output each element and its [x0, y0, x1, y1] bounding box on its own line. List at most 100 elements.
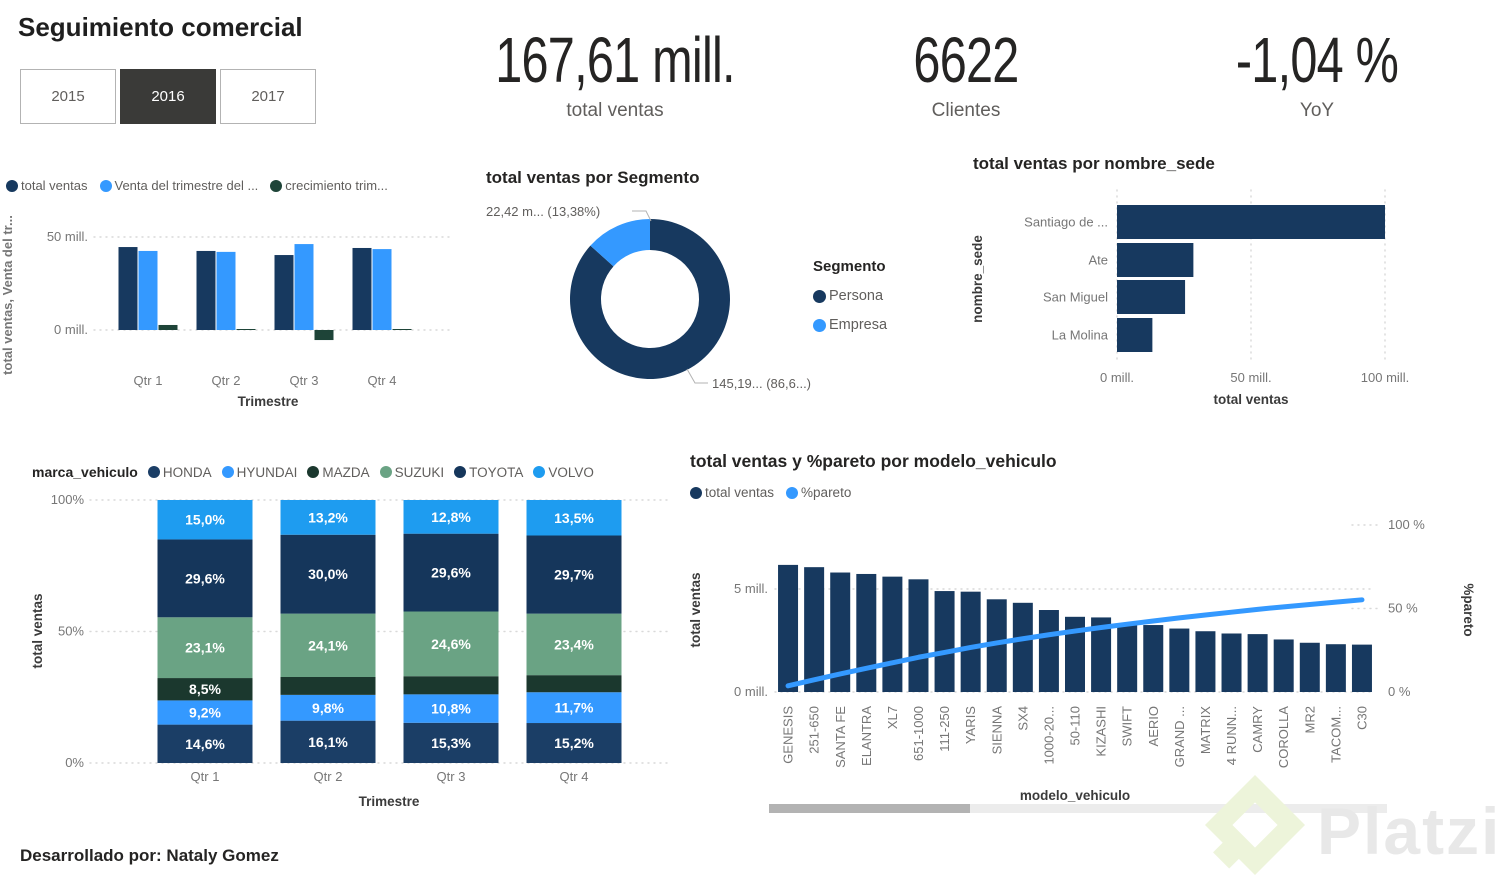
stack-qtr3-volvo[interactable] — [403, 500, 499, 534]
kpi-total-ventas-label: total ventas — [566, 100, 664, 121]
stack-qtr3-mazda[interactable] — [403, 676, 499, 695]
bar-la-molina[interactable] — [1117, 318, 1153, 352]
pareto-line[interactable] — [785, 597, 1365, 689]
legend-item-hyundai[interactable]: HYUNDAI — [221, 465, 297, 480]
stack-qtr1-suzuki[interactable] — [157, 617, 253, 679]
scrollbar-track[interactable] — [769, 804, 1387, 813]
legend-dot — [813, 289, 826, 303]
bar-yaris[interactable] — [960, 591, 981, 692]
stack-qtr3-suzuki[interactable] — [403, 611, 499, 677]
bar-qtr4-Venta[interactable] — [372, 249, 392, 330]
bar-qtr1-total[interactable] — [118, 247, 138, 330]
stack-qtr1-volvo[interactable] — [157, 500, 253, 540]
stack-qtr1-honda[interactable] — [157, 724, 253, 763]
stack-qtr1-toyota[interactable] — [157, 539, 253, 618]
donut-slice-persona[interactable] — [570, 219, 730, 380]
bar-qtr1-Venta[interactable] — [138, 250, 158, 330]
legend-item-total-ventas[interactable]: total ventas — [690, 485, 774, 500]
bar-sienna[interactable] — [986, 599, 1007, 692]
x-tick: GRAND ... — [1172, 706, 1187, 767]
bar-c30[interactable] — [1351, 644, 1372, 692]
stack-qtr4-volvo[interactable] — [526, 500, 622, 536]
donut-slice-empresa[interactable] — [590, 219, 650, 267]
bar-111-250[interactable] — [934, 591, 955, 692]
bar-qtr2-Venta[interactable] — [216, 251, 236, 330]
bar-sx4[interactable] — [1012, 602, 1033, 692]
stack-qtr1-mazda[interactable] — [157, 678, 253, 701]
bar-corolla[interactable] — [1273, 639, 1294, 692]
bar-qtr3-crecimiento[interactable] — [314, 330, 334, 341]
bar-1000-20-[interactable] — [1038, 610, 1059, 692]
bar-swift[interactable] — [1117, 625, 1138, 692]
legend-item-total-ventas[interactable]: total ventas — [6, 178, 88, 193]
bar-251-650[interactable] — [804, 567, 825, 692]
legend-item-volvo[interactable]: VOLVO — [533, 465, 594, 480]
legend-item--pareto[interactable]: %pareto — [786, 485, 851, 500]
bar-mr2[interactable] — [1299, 642, 1320, 692]
bar-grand-[interactable] — [1169, 628, 1190, 692]
legend-item-venta-del-trimestre-del-[interactable]: Venta del trimestre del ... — [99, 178, 258, 193]
stack-qtr4-suzuki[interactable] — [526, 613, 622, 676]
year-button-2016[interactable]: 2016 — [120, 69, 216, 124]
bar-qtr3-total[interactable] — [274, 255, 294, 330]
year-button-2015[interactable]: 2015 — [20, 69, 116, 124]
bar-qtr2-total[interactable] — [196, 250, 216, 330]
stack-qtr2-suzuki[interactable] — [280, 613, 376, 677]
stack-qtr2-volvo[interactable] — [280, 500, 376, 535]
bar-aerio[interactable] — [1143, 625, 1164, 692]
stack-qtr4-toyota[interactable] — [526, 535, 622, 614]
bar-qtr4-total[interactable] — [352, 247, 372, 330]
legend-item-crecimiento-trim-[interactable]: crecimiento trim... — [270, 178, 388, 193]
bar-qtr1-crecimiento[interactable] — [158, 324, 178, 330]
bar-camry[interactable] — [1247, 634, 1268, 692]
x-tick: GENESIS — [781, 706, 796, 764]
y-tick-left: 0 mill. — [734, 684, 768, 699]
stack-qtr4-mazda[interactable] — [526, 675, 622, 693]
leader-line — [686, 368, 708, 384]
bar-elantra[interactable] — [856, 573, 877, 692]
bar-qtr4-crecimiento[interactable] — [392, 329, 412, 330]
bar-genesis[interactable] — [778, 564, 799, 692]
bar-matrix[interactable] — [1195, 631, 1216, 692]
legend-item-toyota[interactable]: TOYOTA — [454, 465, 523, 480]
bar-651-1000[interactable] — [908, 579, 929, 692]
x-tick: Qtr 3 — [437, 769, 466, 784]
year-button-2017[interactable]: 2017 — [220, 69, 316, 124]
bar-kizashi[interactable] — [1091, 617, 1112, 692]
legend-item-mazda[interactable]: MAZDA — [307, 465, 370, 480]
stack-qtr2-mazda[interactable] — [280, 676, 376, 695]
y-category-label: San Miguel — [1043, 290, 1108, 305]
stack-qtr2-honda[interactable] — [280, 720, 376, 763]
legend-item-empresa[interactable]: Empresa — [813, 317, 887, 333]
bar-tacom-[interactable] — [1325, 644, 1346, 692]
bar-qtr2-crecimiento[interactable] — [236, 329, 256, 330]
stack-qtr3-toyota[interactable] — [403, 533, 499, 612]
bar-50-110[interactable] — [1065, 616, 1085, 692]
legend-item-suzuki[interactable]: SUZUKI — [379, 465, 444, 480]
x-axis-title: Trimestre — [238, 394, 299, 409]
stack-qtr2-toyota[interactable] — [280, 534, 376, 614]
stack-label: 29,6% — [185, 570, 225, 586]
stack-qtr4-honda[interactable] — [526, 723, 622, 763]
bar-san-miguel[interactable] — [1117, 280, 1186, 314]
stack-qtr1-hyundai[interactable] — [157, 700, 253, 725]
stack-qtr4-hyundai[interactable] — [526, 692, 622, 724]
x-tick: TACOM... — [1328, 706, 1343, 763]
scrollbar-thumb[interactable] — [769, 804, 970, 813]
stack-label: 15,3% — [431, 735, 471, 751]
bar-santiago-de-[interactable] — [1117, 205, 1385, 239]
chart-marca-plot: 0% 50% 100% 14,6% 9,2% 8,5% 23,1% 29,6% 15,0% Qtr… — [30, 492, 673, 809]
bar-qtr3-Venta[interactable] — [294, 244, 314, 330]
kpi-clientes-value: 6622 — [913, 24, 1019, 96]
chart-marca: marca_vehiculo HONDA HYUNDAI MAZDA SUZUKI TOY… — [28, 458, 676, 823]
legend-item-honda[interactable]: HONDA — [147, 465, 212, 480]
bar-ate[interactable] — [1117, 243, 1194, 277]
legend-item-persona[interactable]: Persona — [813, 288, 887, 304]
bar-4-runn-[interactable] — [1221, 633, 1242, 692]
stack-qtr3-honda[interactable] — [403, 722, 499, 763]
stack-qtr3-hyundai[interactable] — [403, 694, 499, 723]
bar-xl7[interactable] — [882, 576, 903, 692]
chart-ventas-trimestre-plot: 50 mill. 0 mill. total ventas, Venta del t… — [2, 215, 451, 409]
bar-santa-fe[interactable] — [830, 572, 851, 692]
stack-qtr2-hyundai[interactable] — [280, 694, 376, 721]
